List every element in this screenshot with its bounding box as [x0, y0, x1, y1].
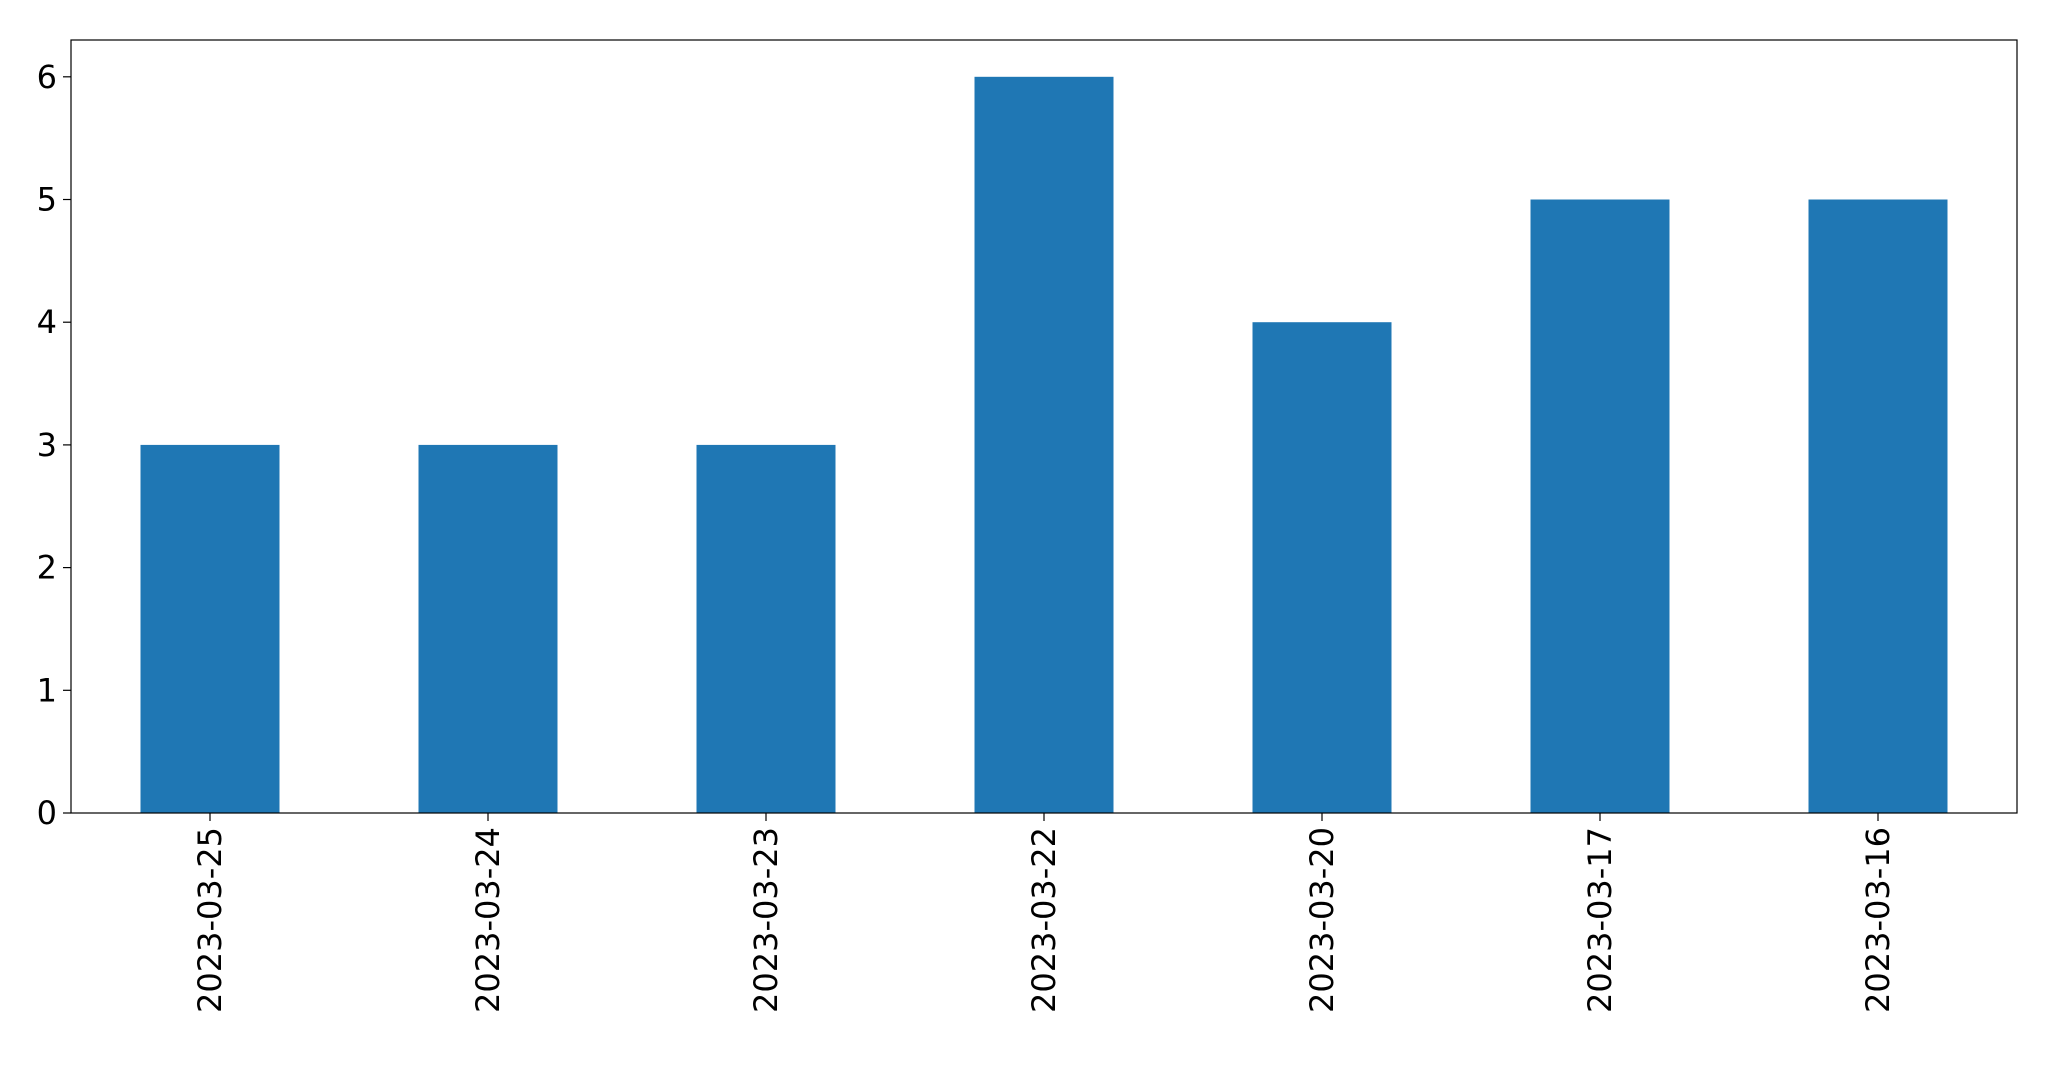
labels-layer: 0 1 2 3 4 5 6 2023-03-25 2023-03-24 2023-03-23 202… [37, 58, 1897, 1013]
bar-2023-03-16 [1808, 199, 1948, 813]
x-tick-label: 2023-03-23 [747, 827, 785, 1013]
x-tick-label: 2023-03-16 [1859, 827, 1897, 1013]
y-tick-label: 2 [37, 549, 57, 587]
bar-2023-03-17 [1530, 199, 1670, 813]
y-tick-label: 4 [37, 303, 57, 341]
bar-2023-03-24 [418, 444, 558, 813]
axes-layer [63, 39, 2018, 821]
bar-2023-03-20 [1252, 322, 1392, 813]
x-tick-label: 2023-03-22 [1025, 827, 1063, 1013]
bar-2023-03-22 [974, 76, 1114, 814]
y-tick-label: 1 [37, 671, 57, 709]
y-tick-label: 5 [37, 181, 57, 219]
x-tick-label: 2023-03-17 [1581, 827, 1619, 1013]
bar-2023-03-23 [696, 444, 836, 813]
y-tick-label: 0 [37, 794, 57, 832]
y-tick-label: 6 [37, 58, 57, 96]
x-tick-label: 2023-03-20 [1303, 827, 1341, 1013]
x-tick-label: 2023-03-25 [191, 827, 229, 1013]
x-tick-label: 2023-03-24 [469, 827, 507, 1013]
bars-layer [140, 76, 1948, 814]
bar-2023-03-25 [140, 444, 280, 813]
y-tick-label: 3 [37, 426, 57, 464]
